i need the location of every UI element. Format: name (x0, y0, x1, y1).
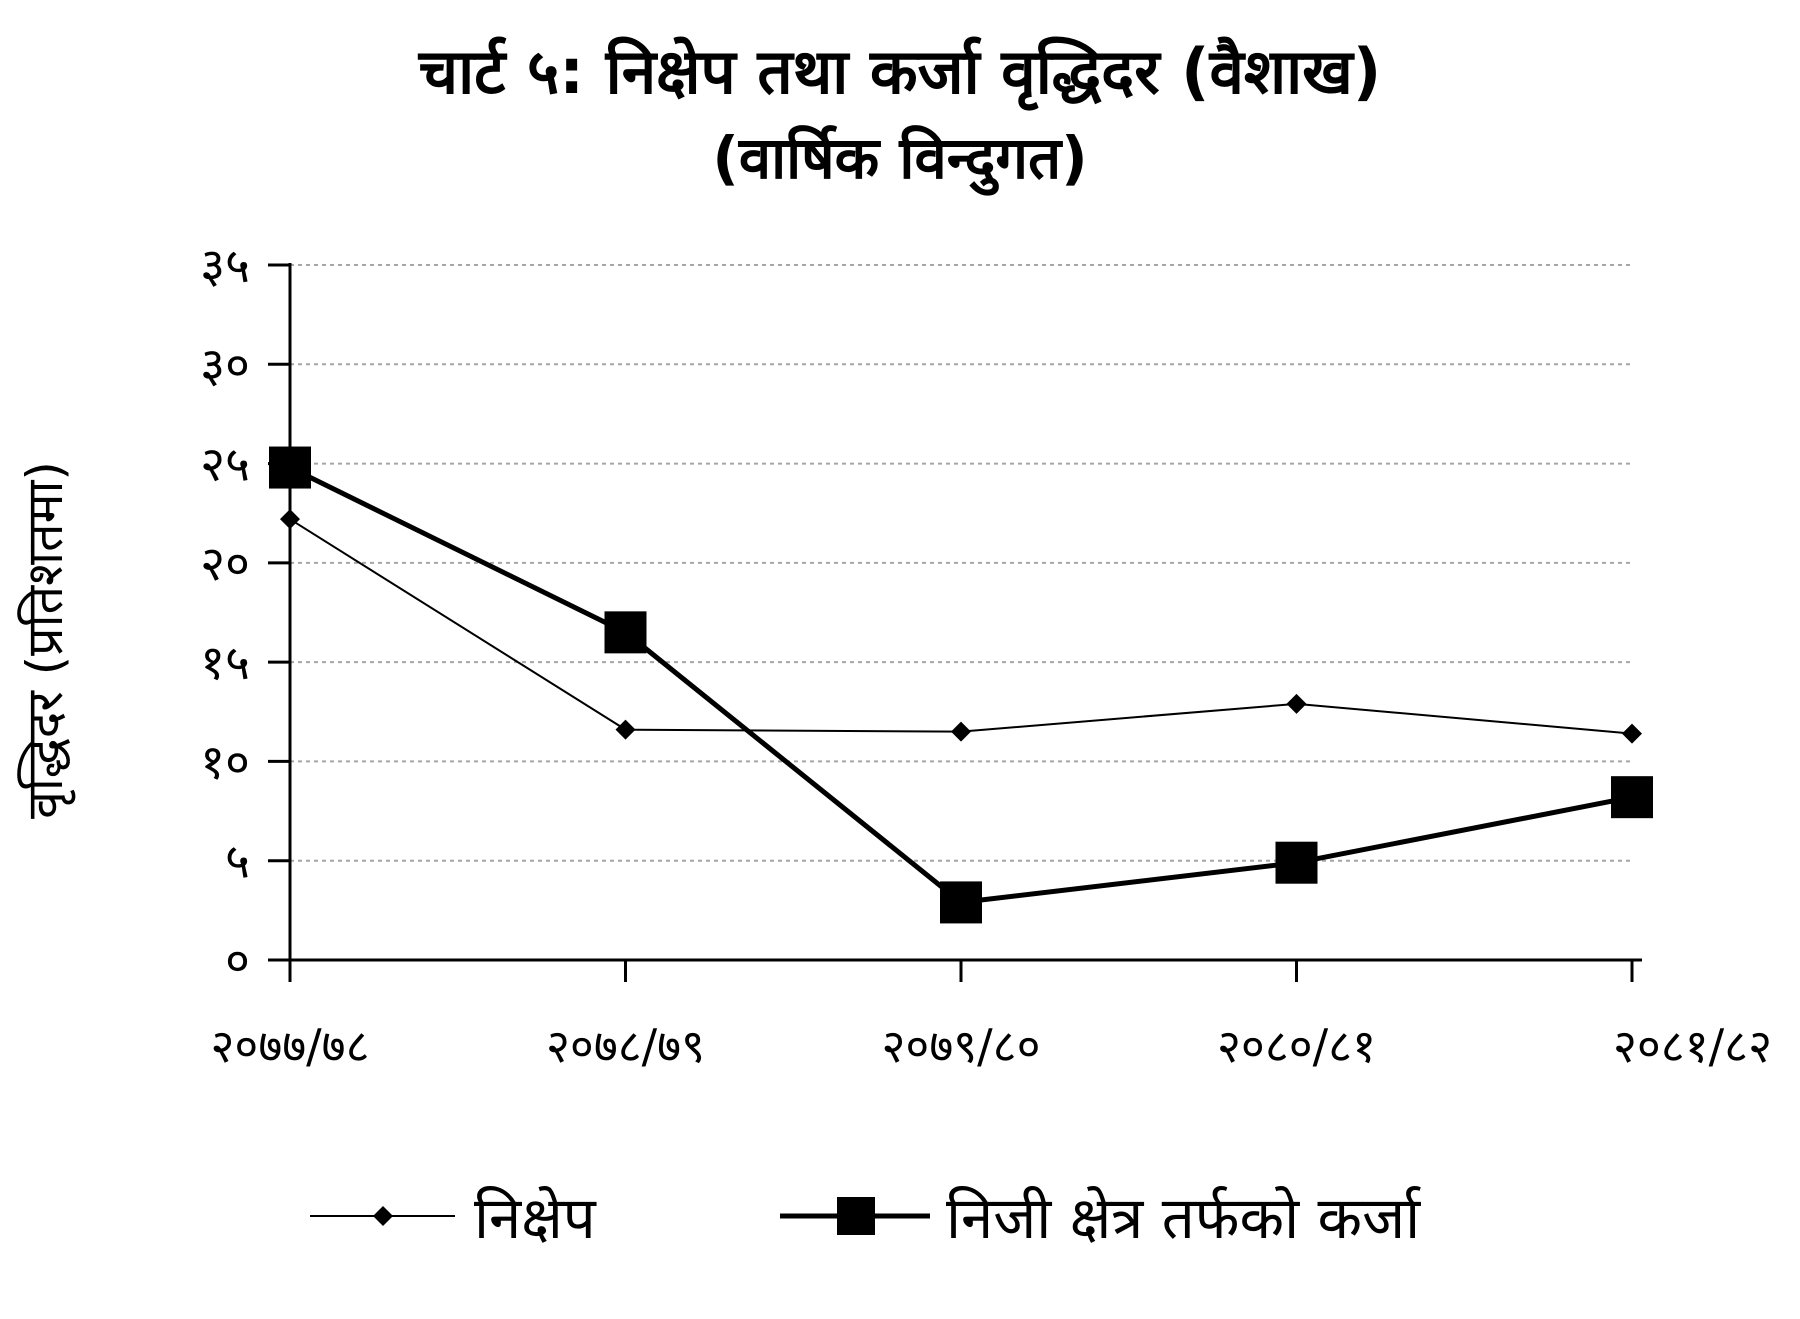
legend: निक्षेप निजी क्षेत्र तर्फको कर्जा (310, 1184, 1421, 1252)
data-point-diamond (615, 719, 636, 740)
y-tick-label: २० (200, 536, 250, 592)
y-tick-label: २५ (200, 437, 250, 493)
y-ticks: ० ५ १० १५ २० २५ ३० ३५ (200, 238, 290, 989)
legend-label-deposit: निक्षेप (474, 1184, 597, 1252)
x-ticks: २०७७/७८ २०७८/७९ २०७९/८० २०८०/८१ २०८१/८२ (210, 960, 1772, 1073)
x-tick-label: २०८१/८२ (1613, 1019, 1772, 1073)
series-line-1 (288, 465, 1633, 905)
data-point-diamond (951, 721, 971, 742)
y-tick-label: ५ (225, 834, 250, 890)
y-tick-label: १० (200, 734, 250, 790)
data-point-square (1611, 776, 1653, 819)
legend-label-private-credit: निजी क्षेत्र तर्फको कर्जा (946, 1184, 1421, 1252)
y-tick-label: ३५ (200, 238, 250, 294)
x-tick-label: २०७८/७९ (546, 1019, 705, 1073)
data-point-diamond (1286, 693, 1307, 714)
y-tick-label: ० (225, 933, 250, 989)
data-point-square (940, 881, 982, 924)
chart-subtitle: (वार्षिक विन्दुगत) (712, 124, 1088, 192)
series-line-0 (289, 518, 1633, 735)
x-tick-label: २०८०/८१ (1217, 1019, 1376, 1073)
series-lines (269, 446, 1653, 924)
data-point-diamond (1622, 723, 1642, 744)
chart-title: चार्ट ५: निक्षेप तथा कर्जा वृद्धिदर (वैश… (418, 35, 1382, 108)
gridlines (290, 264, 1632, 862)
data-point-square (269, 446, 311, 489)
y-tick-label: १५ (200, 635, 250, 691)
data-point-diamond (280, 509, 300, 530)
y-tick-label: ३० (200, 337, 250, 393)
x-tick-label: २०७९/८० (881, 1019, 1040, 1073)
y-axis-label: वृद्धिदर (प्रतिशतमा) (16, 461, 76, 819)
x-tick-label: २०७७/७८ (210, 1019, 369, 1073)
legend-marker-diamond (373, 1206, 393, 1226)
data-point-square (604, 611, 647, 654)
legend-marker-square (837, 1197, 875, 1235)
data-point-square (1275, 841, 1318, 884)
